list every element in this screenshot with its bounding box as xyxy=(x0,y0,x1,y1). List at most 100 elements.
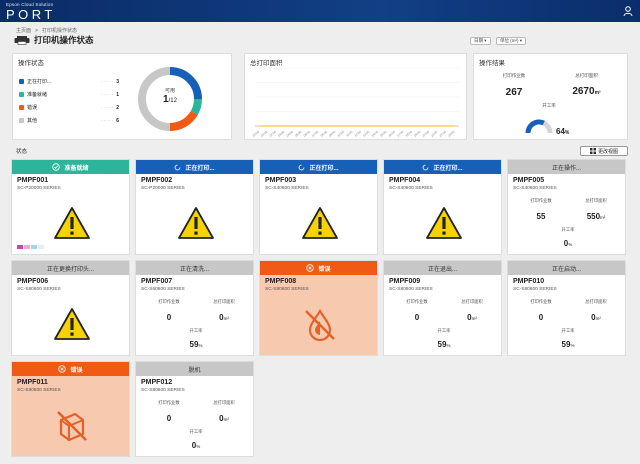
card-printer-model: SC-S80600 SERIES xyxy=(17,287,61,292)
card-rate-unit: % xyxy=(196,444,201,449)
unit-select[interactable]: 单位 (m²) ▾ xyxy=(496,37,527,45)
title-row: 打印机操作状态 xyxy=(14,34,94,46)
printer-card[interactable]: 正在清洗... PMPF007 SC-S60600 SERIES 打印作业数 0 总打印面… xyxy=(135,260,254,356)
card-area-number: 0 xyxy=(219,313,224,322)
legend-label: 错误 xyxy=(27,105,38,111)
breadcrumb: 主页面 > 打印机操作状态 xyxy=(16,28,77,34)
card-rate-number: 59 xyxy=(437,340,447,349)
ink-light-cyan xyxy=(31,245,37,249)
printer-card[interactable]: 脱机 PMPF012 SC-S80600 SERIES 打印作业数 0 总打印面积 0m² 开… xyxy=(135,361,254,457)
results-rate-value: 64% xyxy=(556,127,586,136)
card-area-unit: m² xyxy=(600,215,606,220)
card-area-value: 550m² xyxy=(570,212,622,221)
x-tick-label: 12:00 xyxy=(354,129,363,137)
card-rate-number: 59 xyxy=(561,340,571,349)
card-rate-number: 59 xyxy=(189,340,199,349)
donut-slice xyxy=(138,67,171,131)
results-rate-number: 64 xyxy=(556,127,565,136)
results-area-label: 总打印面积 xyxy=(575,73,598,78)
card-status-header: 准备就绪 xyxy=(12,160,129,174)
donut-value: 1/12 xyxy=(136,94,204,105)
card-status: 正在启动... xyxy=(551,266,581,273)
ink-light-magenta xyxy=(24,245,30,249)
brand-logo[interactable]: PORT xyxy=(6,7,56,22)
legend-item[interactable]: 正在打印... ····· 3 xyxy=(19,78,119,85)
check-circle-icon xyxy=(52,163,61,171)
printer-card[interactable]: 正在打印... PMPF002 SC-P20000 SERIES xyxy=(135,159,254,255)
card-printer-model: SC-P20000 SERIES xyxy=(141,186,185,191)
card-area-value: 0m² xyxy=(570,313,622,322)
total-print-area-title: 总打印面积 xyxy=(250,60,283,67)
card-jobs-label: 打印作业数 xyxy=(530,299,552,304)
results-jobs-value: 267 xyxy=(505,87,523,98)
printer-card[interactable]: 错误 PMPF011 SC-S80600 SERIES xyxy=(11,361,130,457)
legend-swatch xyxy=(19,79,24,84)
legend-item[interactable]: 其他 ····· 6 xyxy=(19,117,119,124)
x-tick-label: 06:00 xyxy=(303,129,312,137)
legend-item[interactable]: 准备就绪 ····· 1 xyxy=(19,91,119,98)
x-tick-label: 04:00 xyxy=(286,129,295,137)
period-label: 日期 xyxy=(474,38,483,43)
legend-item[interactable]: 错误 ····· 2 xyxy=(19,104,119,111)
user-icon[interactable] xyxy=(622,5,634,17)
card-jobs-label: 打印作业数 xyxy=(158,299,180,304)
error-circle-icon xyxy=(306,264,315,272)
x-tick-label: 11:00 xyxy=(345,129,353,137)
breadcrumb-home[interactable]: 主页面 xyxy=(16,28,32,34)
card-rate-label: 开工率 xyxy=(437,328,451,333)
card-status: 错误 xyxy=(70,367,83,374)
card-jobs-value: 55 xyxy=(536,212,546,221)
card-printer-name: PMPF003 xyxy=(265,177,297,184)
warning-icon xyxy=(54,308,90,340)
printer-card[interactable]: 错误 PMPF008 SC-S80600 SERIES xyxy=(259,260,378,356)
warning-icon xyxy=(426,207,462,239)
legend-swatch xyxy=(19,92,24,97)
card-area-number: 0 xyxy=(591,313,596,322)
printer-card[interactable]: 正在启动... PMPF010 SC-S80600 SERIES 打印作业数 0 总打印面… xyxy=(507,260,626,356)
legend-label: 其他 xyxy=(27,118,38,124)
x-tick-label: 05:00 xyxy=(294,129,303,137)
card-printer-name: PMPF007 xyxy=(141,278,173,285)
x-tick-label: 13:00 xyxy=(362,129,371,137)
card-printer-model: SC-S40600 SERIES xyxy=(265,186,309,191)
card-area-number: 550 xyxy=(586,212,601,221)
legend-value: 1 xyxy=(116,91,119,98)
period-select[interactable]: 日期 ▾ xyxy=(470,37,491,45)
card-printer-name: PMPF011 xyxy=(17,379,48,386)
printer-card[interactable]: 正在打印... PMPF004 SC-S40600 SERIES xyxy=(383,159,502,255)
operation-status-panel: 操作状态 正在打印... ····· 3 准备就绪 ····· 1 错误 ····· 2 其他 ··… xyxy=(12,53,232,140)
legend-leader: ····· xyxy=(101,91,115,98)
status-section-label: 状态 xyxy=(16,149,28,155)
card-rate-label: 开工率 xyxy=(189,429,203,434)
printer-card[interactable]: 正在打印... PMPF003 SC-S40600 SERIES xyxy=(259,159,378,255)
results-area-value: 2670m² xyxy=(554,86,619,97)
card-rate-value: 0% xyxy=(543,239,593,248)
change-view-label: 更改视图 xyxy=(597,148,618,155)
printer-card[interactable]: 正在更换打印头... PMPF006 SC-S80600 SERIES xyxy=(11,260,130,356)
printer-card[interactable]: 正在退出... PMPF009 SC-S80600 SERIES 打印作业数 0 总打印面… xyxy=(383,260,502,356)
card-printer-name: PMPF012 xyxy=(141,379,173,386)
card-area-label: 总打印面积 xyxy=(585,198,607,203)
legend-value: 3 xyxy=(116,78,119,85)
card-printer-model: SC-S80600 SERIES xyxy=(141,388,185,393)
printer-card[interactable]: 正在操作... PMPF005 SC-S40600 SERIES 打印作业数 55 总打印… xyxy=(507,159,626,255)
card-status: 脱机 xyxy=(188,367,201,374)
top-bar: Epson Cloud Solution PORT xyxy=(0,0,640,22)
results-area-unit: m² xyxy=(594,90,601,96)
ink-magenta xyxy=(17,245,23,249)
printer-card[interactable]: 准备就绪 PMPF001 SC-P20000 SERIES xyxy=(11,159,130,255)
change-view-button[interactable]: 更改视图 xyxy=(580,146,628,156)
card-printer-name: PMPF010 xyxy=(513,278,545,285)
card-rate-value: 59% xyxy=(171,340,221,349)
card-status: 正在打印... xyxy=(309,165,339,172)
x-tick-label: 16:00 xyxy=(388,129,397,137)
printer-icon xyxy=(14,36,30,45)
card-jobs-label: 打印作业数 xyxy=(530,198,552,203)
results-area-number: 2670 xyxy=(572,86,595,97)
error-circle-icon xyxy=(58,365,67,373)
ink-levels xyxy=(17,245,44,249)
progress-icon xyxy=(175,164,181,170)
results-jobs-label: 打印作业数 xyxy=(502,73,526,78)
card-area-value: 0m² xyxy=(446,313,498,322)
ink-error-icon xyxy=(305,308,335,341)
